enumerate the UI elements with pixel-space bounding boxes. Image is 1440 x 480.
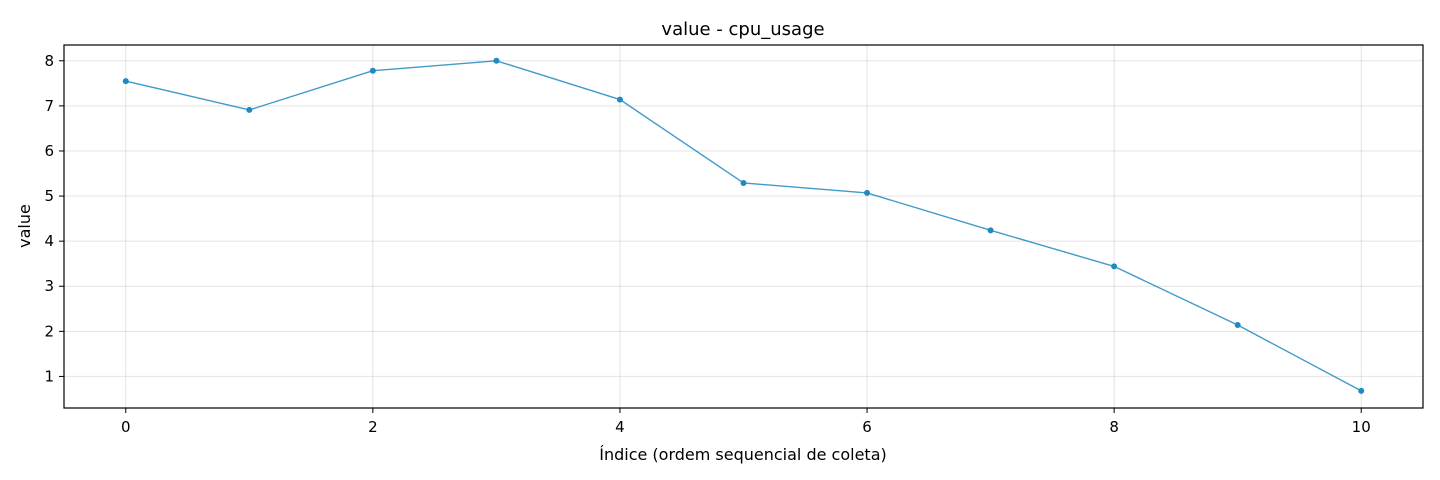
x-tick-label: 6 (862, 418, 872, 436)
data-point (1111, 263, 1118, 270)
x-axis-ticks: 0 2 4 6 8 10 (121, 408, 1371, 436)
y-axis-ticks: 1 2 3 4 5 6 7 8 (44, 52, 64, 385)
y-tick-label: 1 (44, 367, 54, 385)
x-tick-label: 10 (1352, 418, 1371, 436)
y-tick-label: 7 (44, 97, 54, 115)
data-point (740, 179, 747, 186)
data-point (369, 67, 376, 74)
x-tick-label: 2 (368, 418, 378, 436)
y-tick-label: 8 (44, 52, 54, 70)
data-point (616, 96, 623, 103)
x-tick-label: 4 (615, 418, 625, 436)
y-tick-label: 3 (44, 277, 54, 295)
y-tick-label: 6 (44, 142, 54, 160)
data-point (1234, 322, 1241, 329)
series-line (125, 60, 1362, 392)
x-axis-label: Índice (ordem sequencial de coleta) (599, 445, 887, 464)
x-tick-label: 0 (121, 418, 131, 436)
chart-title: value - cpu_usage (661, 19, 824, 40)
grid (64, 45, 1423, 408)
y-tick-label: 4 (44, 232, 54, 250)
data-point (864, 189, 871, 196)
x-tick-label: 8 (1109, 418, 1119, 436)
data-point (246, 106, 253, 113)
data-point (122, 78, 129, 85)
data-point (987, 227, 994, 234)
y-axis-label: value (15, 204, 34, 248)
y-tick-label: 2 (44, 322, 54, 340)
series-group (122, 57, 1365, 394)
data-point (493, 57, 500, 64)
data-point (1358, 387, 1365, 394)
y-tick-label: 5 (44, 187, 54, 205)
plot-frame (63, 44, 1424, 409)
